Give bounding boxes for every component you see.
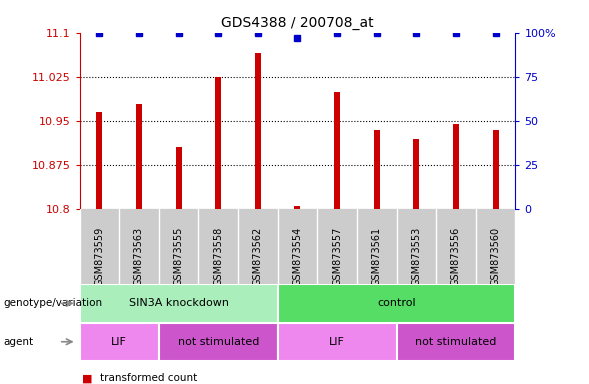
Text: transformed count: transformed count bbox=[100, 373, 197, 383]
Bar bbox=[277, 323, 396, 361]
Bar bbox=[159, 323, 277, 361]
Text: LIF: LIF bbox=[329, 337, 345, 347]
Text: agent: agent bbox=[3, 337, 33, 347]
Text: control: control bbox=[377, 298, 416, 308]
Bar bbox=[215, 77, 221, 209]
Bar bbox=[176, 147, 181, 209]
Bar bbox=[334, 91, 340, 209]
Text: not stimulated: not stimulated bbox=[177, 337, 259, 347]
Text: SIN3A knockdown: SIN3A knockdown bbox=[128, 298, 229, 308]
Bar bbox=[413, 139, 419, 209]
Bar bbox=[97, 112, 102, 209]
Text: ■: ■ bbox=[82, 373, 93, 383]
Bar bbox=[396, 323, 515, 361]
Text: not stimulated: not stimulated bbox=[415, 337, 497, 347]
Bar bbox=[277, 284, 515, 323]
Text: genotype/variation: genotype/variation bbox=[3, 298, 102, 308]
Bar bbox=[374, 130, 380, 209]
Bar bbox=[80, 284, 277, 323]
Title: GDS4388 / 200708_at: GDS4388 / 200708_at bbox=[221, 16, 374, 30]
Bar bbox=[453, 124, 459, 209]
Bar bbox=[294, 206, 300, 209]
Bar bbox=[80, 323, 159, 361]
Bar bbox=[492, 130, 498, 209]
Bar bbox=[136, 104, 142, 209]
Bar bbox=[255, 53, 261, 209]
Text: LIF: LIF bbox=[111, 337, 127, 347]
